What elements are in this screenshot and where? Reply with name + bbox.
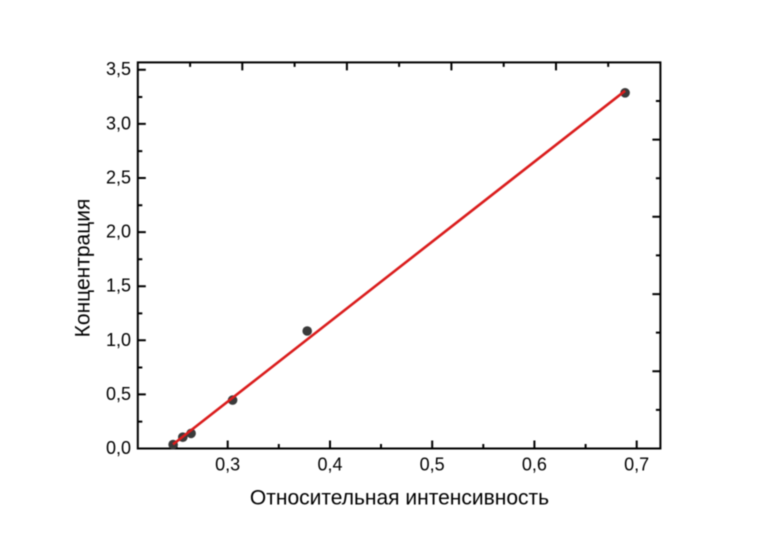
svg-text:1,5: 1,5 [106,276,131,296]
svg-text:0,7: 0,7 [624,455,649,475]
svg-text:Концентрация: Концентрация [72,199,95,338]
svg-text:0,5: 0,5 [420,455,445,475]
svg-text:0,0: 0,0 [106,438,131,458]
svg-text:0,4: 0,4 [317,455,342,475]
svg-text:3,0: 3,0 [106,113,131,133]
svg-text:3,5: 3,5 [106,59,131,79]
svg-text:0,6: 0,6 [522,455,547,475]
svg-text:2,5: 2,5 [106,168,131,188]
svg-text:0,3: 0,3 [215,455,240,475]
svg-text:2,0: 2,0 [106,222,131,242]
svg-text:Относительная интенсивность: Относительная интенсивность [250,486,549,509]
svg-text:0,5: 0,5 [106,384,131,404]
svg-text:1,0: 1,0 [106,330,131,350]
